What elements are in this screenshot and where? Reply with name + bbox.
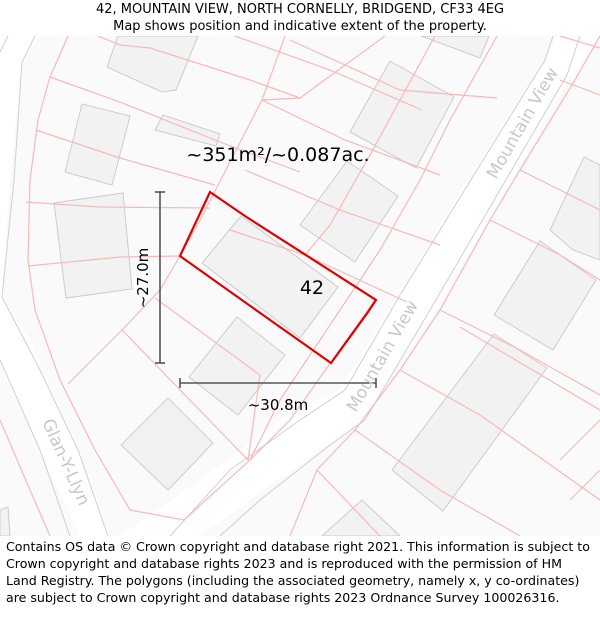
building [549, 156, 600, 261]
height-dimension-label: ~27.0m [134, 248, 152, 309]
attribution-text: Contains OS data © Crown copyright and d… [6, 539, 590, 605]
map-header: 42, MOUNTAIN VIEW, NORTH CORNELLY, BRIDG… [0, 0, 600, 37]
parcel-boundaries [0, 36, 600, 536]
width-dimension-label: ~30.8m [248, 396, 309, 414]
building [391, 333, 548, 512]
building [106, 36, 199, 93]
area-label: ~351m²/~0.087ac. [186, 144, 369, 166]
building [64, 103, 131, 186]
dimension-lines [155, 191, 377, 388]
building [349, 60, 455, 169]
building [299, 160, 399, 263]
plot-number-label: 42 [300, 277, 324, 299]
property-address: 42, MOUNTAIN VIEW, NORTH CORNELLY, BRIDG… [95, 2, 505, 17]
property-map[interactable]: Mountain View Mountain View Glan-Y-Llyn … [0, 36, 600, 536]
property-boundary[interactable] [178, 190, 378, 365]
building [321, 499, 401, 536]
building [120, 397, 214, 491]
building [188, 316, 286, 416]
road-glan-y-llyn [0, 36, 110, 536]
road-mountain-view [120, 36, 600, 536]
map-subtitle: Map shows position and indicative extent… [113, 19, 487, 34]
building [0, 506, 11, 536]
building [53, 192, 133, 299]
buildings [0, 36, 600, 536]
road-label-mountain-view-bottom: Mountain View [343, 297, 423, 415]
building [420, 36, 490, 59]
building [201, 215, 339, 339]
building [493, 240, 597, 351]
roads [0, 36, 600, 536]
